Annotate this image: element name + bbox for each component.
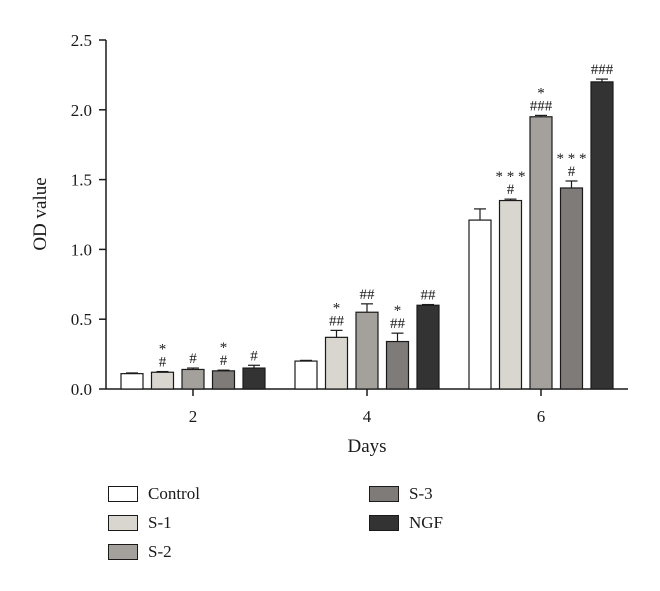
bar-s-1: [324, 336, 349, 390]
significance-label: *: [394, 303, 402, 319]
significance-label: ##: [390, 316, 406, 332]
bar-ngf: [242, 367, 266, 390]
significance-label: #: [189, 351, 197, 367]
legend-item-control: Control: [108, 484, 200, 504]
y-tick-label: 2.0: [71, 101, 92, 120]
bar-s-1: [498, 199, 523, 390]
y-tick-label: 0.5: [71, 310, 92, 329]
legend-swatch: [108, 544, 138, 560]
bar-s-2: [181, 368, 205, 390]
significance-label: ##: [421, 288, 437, 304]
significance-label: ###: [591, 62, 614, 78]
legend-item-s-1: S-1: [108, 513, 172, 533]
significance-label: * * *: [496, 169, 526, 185]
significance-label: *: [333, 300, 341, 316]
significance-label: #: [507, 182, 515, 198]
annotations: #*# #*###*####*###* * *###*#* * *###: [159, 62, 614, 370]
significance-label: *: [159, 342, 167, 358]
significance-label: #: [159, 355, 167, 371]
legend-label: S-2: [148, 542, 172, 561]
bar-s-1: [150, 371, 175, 390]
x-tick-label: 4: [363, 407, 372, 426]
bars: [120, 78, 614, 390]
y-tick-label: 1.5: [71, 171, 92, 190]
bar-ngf: [416, 304, 440, 390]
significance-label: * * *: [557, 151, 587, 167]
bar-s-3: [211, 370, 236, 390]
significance-label: ##: [360, 287, 376, 303]
legend-label: S-3: [409, 484, 433, 503]
legend-swatch: [108, 486, 138, 502]
bar-s-2: [529, 116, 553, 390]
y-tick-label: 2.5: [71, 31, 92, 50]
y-tick-label: 0.0: [71, 380, 92, 399]
legend-swatch: [369, 486, 399, 502]
bar-control: [468, 219, 492, 390]
significance-label: #: [220, 353, 228, 369]
x-tick-label: 2: [189, 407, 198, 426]
significance-label: #: [250, 348, 258, 364]
legend-item-s-3: S-3: [369, 484, 433, 504]
bar-control: [294, 360, 318, 390]
bar-s-3: [559, 187, 584, 390]
y-tick-label: 1.0: [71, 240, 92, 259]
legend-swatch: [108, 515, 138, 531]
x-tick-label: 6: [537, 407, 546, 426]
legend-label: Control: [148, 484, 200, 503]
legend-swatch: [369, 515, 399, 531]
legend-label: S-1: [148, 513, 172, 532]
legend-label: NGF: [409, 513, 444, 532]
significance-label: *: [537, 85, 545, 101]
significance-label: *: [220, 340, 228, 356]
legend-item-ngf: NGF: [369, 513, 443, 533]
significance-label: ##: [329, 313, 345, 329]
significance-label: ###: [530, 98, 553, 114]
bar-chart: 0.00.51.01.52.02.52 4 6 #*# #*###*####*###*…: [30, 31, 628, 457]
bar-s-3: [385, 340, 410, 390]
bar-control: [120, 373, 144, 390]
legend-item-s-2: S-2: [108, 542, 172, 562]
significance-label: #: [568, 164, 576, 180]
x-axis-label: Days: [347, 436, 386, 457]
bar-ngf: [590, 81, 614, 390]
bar-s-2: [355, 311, 379, 390]
y-axis-label: OD value: [30, 177, 51, 250]
